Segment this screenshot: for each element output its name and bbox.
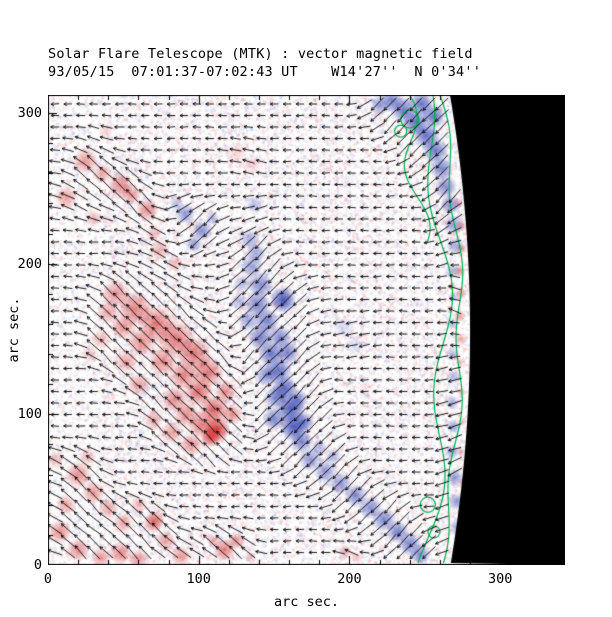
chart-subtitle: 93/05/15 07:01:37-07:02:43 UT W14'27'' N… <box>48 64 482 80</box>
y-axis-label: arc sec. <box>6 297 22 363</box>
x-tick-label: 200 <box>337 571 362 587</box>
magnetogram-canvas <box>48 95 565 565</box>
plot-area <box>48 95 565 565</box>
x-axis-label: arc sec. <box>273 594 340 610</box>
chart-title: Solar Flare Telescope (MTK) : vector mag… <box>48 46 473 62</box>
y-tick-label: 0 <box>33 557 42 573</box>
x-tick-label: 300 <box>487 571 513 587</box>
y-tick-label: 300 <box>17 105 42 122</box>
x-tick-label: 0 <box>43 571 53 587</box>
y-tick-label: 100 <box>17 406 42 423</box>
x-tick-label: 100 <box>186 571 211 587</box>
y-tick-label: 200 <box>17 255 42 272</box>
